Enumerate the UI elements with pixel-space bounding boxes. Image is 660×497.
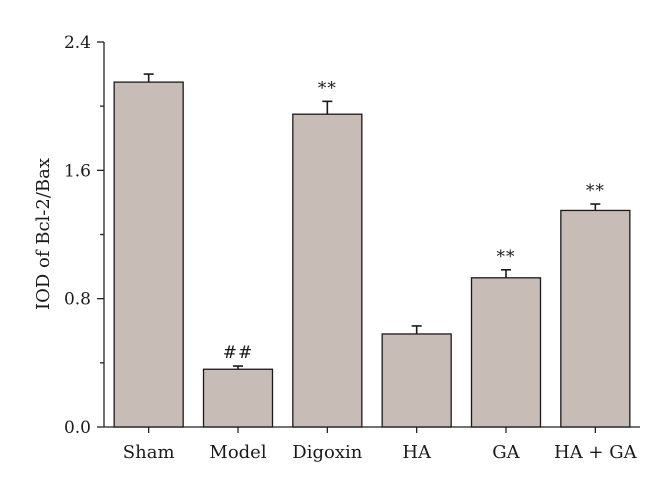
x-axis: Sham Model Digoxin HA GA HA + GA: [104, 426, 640, 463]
significance-label: **: [497, 247, 516, 267]
bar: [202, 368, 274, 428]
y-axis-label: IOD of Bcl-2/Bax: [33, 158, 54, 310]
bar: [560, 209, 631, 428]
y-axis: 0.0 0.8 1.6 2.4: [64, 33, 105, 438]
y-tick-label: 0.8: [64, 290, 91, 310]
bar: [381, 333, 452, 428]
significance-label: **: [318, 78, 337, 98]
x-tick-label: Sham: [123, 442, 175, 463]
x-tick-label: Digoxin: [292, 442, 362, 463]
x-tick-label: GA: [492, 442, 520, 463]
bars: ## ** ** **: [113, 73, 631, 428]
x-tick-label: Model: [209, 442, 266, 463]
y-tick-label: 1.6: [64, 161, 91, 181]
bar: [470, 277, 542, 428]
bar: [292, 113, 363, 428]
significance-label: ##: [223, 343, 254, 363]
x-tick-label: HA + GA: [554, 442, 638, 463]
y-tick-label: 0.0: [64, 418, 91, 438]
significance-label: **: [586, 181, 605, 201]
y-tick-label: 2.4: [64, 33, 91, 53]
x-tick-label: HA: [402, 442, 432, 463]
bar: [113, 81, 184, 428]
